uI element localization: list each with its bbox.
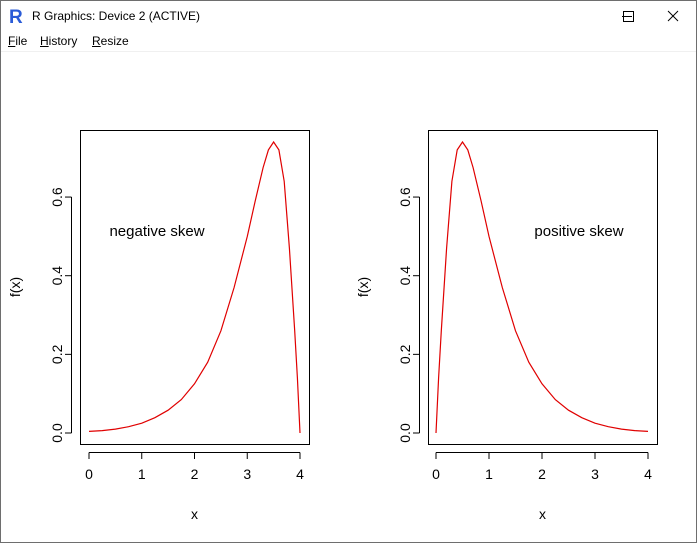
- plots-svg: 0 1 2 3 4 0.0 0.2 0.4 0.6 x f(x) negative skew 0 1 2 3 4…: [7, 130, 658, 522]
- y-tick-label-0.4: 0.4: [49, 266, 65, 286]
- title-bar[interactable]: R R Graphics: Device 2 (ACTIVE): [1, 1, 696, 31]
- r-logo-icon: R: [9, 7, 23, 26]
- menu-resize[interactable]: Resize: [92, 34, 129, 48]
- maximize-button[interactable]: [606, 1, 652, 31]
- x-axis-label: x: [191, 506, 198, 522]
- annotation-negative-skew: negative skew: [109, 223, 204, 240]
- x-tick-label-2: 2: [191, 466, 199, 482]
- density-curve-1: [88, 140, 301, 434]
- x-tick-label-4: 4: [296, 466, 304, 482]
- y-tick-label-0.0: 0.0: [397, 423, 413, 443]
- y-tick-label-0.2: 0.2: [397, 344, 413, 364]
- x-tick-label-3: 3: [243, 466, 251, 482]
- close-button[interactable]: [650, 1, 696, 31]
- y-tick-label-0.6: 0.6: [397, 187, 413, 207]
- menu-history[interactable]: History: [40, 34, 78, 48]
- y-tick-label-0.6: 0.6: [49, 187, 65, 207]
- svg-text:R: R: [9, 7, 23, 26]
- x-axis-label: x: [539, 506, 546, 522]
- annotation-positive-skew: positive skew: [534, 223, 623, 240]
- plot-frame-1: [80, 130, 310, 445]
- menu-file[interactable]: File: [8, 34, 28, 48]
- y-tick-label-0.4: 0.4: [397, 266, 413, 286]
- y-axis-label: f(x): [355, 277, 371, 297]
- close-icon: [667, 10, 679, 22]
- x-tick-label-4: 4: [644, 466, 652, 482]
- x-tick-label-0: 0: [432, 466, 440, 482]
- maximize-icon: [623, 11, 634, 22]
- x-tick-label-1: 1: [138, 466, 146, 482]
- x-tick-label-1: 1: [485, 466, 493, 482]
- x-tick-label-3: 3: [591, 466, 599, 482]
- menu-bar: File History Resize: [1, 31, 696, 52]
- window-title: R Graphics: Device 2 (ACTIVE): [32, 9, 201, 23]
- y-axis-label: f(x): [7, 277, 23, 297]
- x-tick-label-0: 0: [85, 466, 93, 482]
- x-tick-label-2: 2: [538, 466, 546, 482]
- y-tick-label-0.2: 0.2: [49, 344, 65, 364]
- density-curve-2: [435, 140, 649, 434]
- y-tick-label-0.0: 0.0: [49, 423, 65, 443]
- plot-frame-2: [428, 130, 658, 445]
- plot-canvas: 0 1 2 3 4 0.0 0.2 0.4 0.6 x f(x) negative skew 0 1 2 3 4…: [1, 52, 696, 542]
